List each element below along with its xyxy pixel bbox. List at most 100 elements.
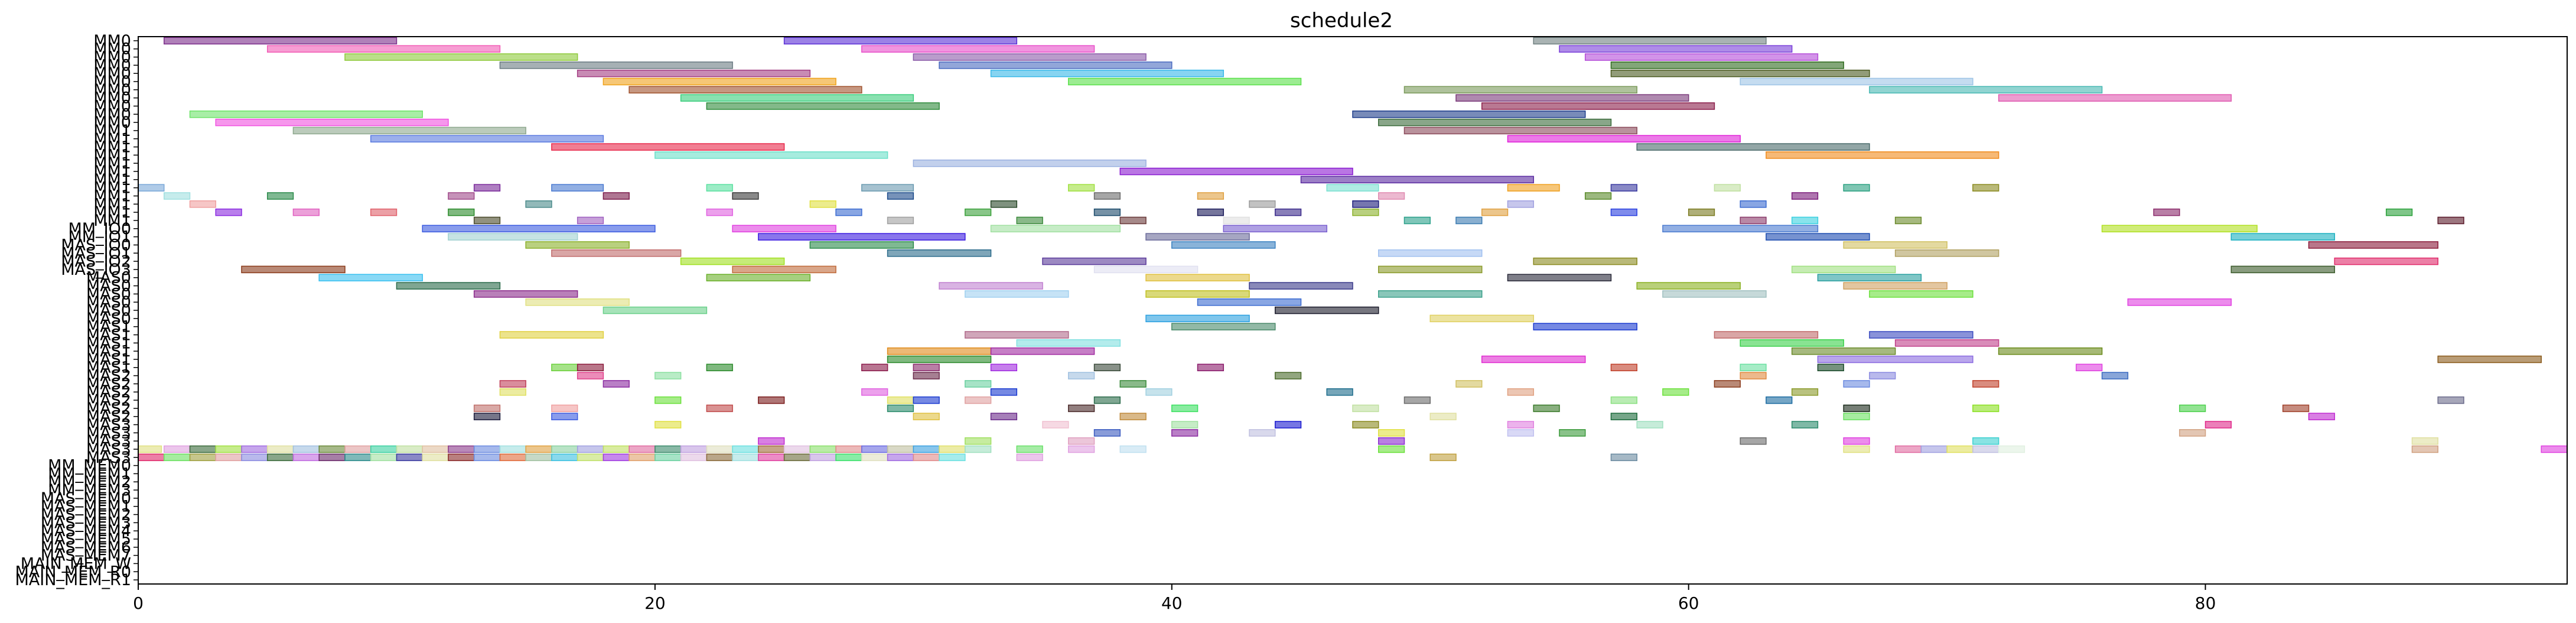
task-bar — [1249, 282, 1353, 290]
task-bar — [2230, 233, 2336, 241]
task-bar — [525, 445, 552, 453]
y-tick-label: MM1 — [93, 187, 131, 206]
task-bar — [2179, 429, 2206, 437]
task-bar — [939, 445, 966, 453]
task-bar — [525, 298, 630, 306]
y-tick-label: MAS1 — [86, 351, 131, 369]
task-bar — [1636, 143, 1870, 151]
y-tick-label: MM_IO1 — [69, 228, 131, 246]
task-bar — [1352, 404, 1379, 413]
task-bar — [861, 453, 888, 462]
task-bar — [1843, 282, 1948, 290]
task-bar — [266, 445, 294, 453]
y-tick-label: MM1 — [93, 171, 131, 189]
task-bar — [1920, 445, 1948, 453]
task-bar — [758, 445, 785, 453]
task-bar — [913, 159, 1147, 167]
task-bar — [603, 192, 630, 200]
task-bar — [1481, 355, 1586, 364]
x-tick-label: 60 — [1678, 593, 1699, 613]
task-bar — [1791, 347, 1896, 355]
y-tick-label: MM0 — [93, 97, 131, 115]
task-bar — [654, 372, 682, 379]
task-bar — [138, 184, 165, 192]
task-bar — [603, 380, 630, 388]
y-tick-label: MAS_IO1 — [61, 244, 131, 262]
task-bar — [215, 208, 242, 216]
y-tick-label: MAS_IO3 — [61, 261, 131, 279]
task-bar — [1843, 241, 1948, 249]
task-bar — [939, 61, 1173, 69]
task-bar — [1171, 404, 1199, 413]
y-tick-label: MAS0 — [86, 277, 131, 296]
task-bar — [706, 364, 733, 372]
task-bar — [1688, 208, 1715, 216]
task-bar — [1972, 445, 1999, 453]
y-tick-label: MAS1 — [86, 318, 131, 336]
task-bar — [990, 388, 1018, 396]
task-bar — [2101, 225, 2258, 233]
task-bar — [1171, 429, 1199, 437]
task-bar — [1610, 396, 1637, 404]
task-bar — [1300, 176, 1534, 184]
task-bar — [1817, 364, 1844, 372]
task-bar — [990, 364, 1018, 372]
task-bar — [1093, 192, 1121, 200]
task-bar — [1894, 216, 1922, 225]
task-bar — [1197, 298, 1302, 306]
task-bar — [913, 445, 940, 453]
task-bar — [758, 396, 785, 404]
task-bar — [1972, 184, 1999, 192]
task-bar — [163, 192, 191, 200]
task-bar — [706, 445, 733, 453]
task-bar — [2179, 404, 2206, 413]
task-bar — [603, 445, 630, 453]
task-bar — [758, 233, 966, 241]
y-tick-label: MM0 — [93, 81, 131, 99]
task-bar — [1740, 437, 1767, 445]
task-bar — [1377, 429, 1405, 437]
task-bar — [965, 380, 992, 388]
y-tick-label: MAS2 — [86, 408, 131, 426]
task-bar — [1507, 388, 1534, 396]
y-tick-label: MAS0 — [86, 285, 131, 303]
y-tick-label: MM_MEM3 — [48, 481, 131, 499]
task-bar — [189, 453, 216, 462]
task-bar — [654, 151, 888, 159]
task-bar — [2101, 372, 2129, 379]
task-bar — [525, 453, 552, 462]
task-bar — [448, 208, 475, 216]
y-tick-label: MM1 — [93, 154, 131, 173]
task-bar — [1972, 437, 1999, 445]
task-bar — [2230, 265, 2336, 274]
task-bar — [1119, 445, 1147, 453]
task-bar — [965, 331, 1069, 339]
task-bar — [1171, 421, 1199, 429]
task-bar — [1740, 339, 1844, 347]
task-bar — [732, 453, 759, 462]
x-tick-label: 40 — [1161, 593, 1183, 613]
task-bar — [913, 453, 940, 462]
y-tick-label: MM0 — [93, 40, 131, 59]
y-tick-label: MAS3 — [86, 416, 131, 434]
task-bar — [2308, 413, 2336, 420]
task-bar — [370, 135, 604, 143]
task-bar — [783, 445, 811, 453]
task-bar — [1869, 372, 1896, 379]
task-bar — [1507, 429, 1534, 437]
task-bar — [1740, 200, 1767, 208]
task-bar — [422, 225, 656, 233]
task-bar — [577, 445, 604, 453]
task-bar — [2153, 208, 2180, 216]
task-bar — [266, 453, 294, 462]
task-bar — [473, 290, 578, 298]
task-bar — [525, 241, 630, 249]
task-bar — [1352, 421, 1379, 429]
task-bar — [499, 331, 604, 339]
task-bar — [499, 61, 733, 69]
task-bar — [2541, 445, 2568, 453]
task-bar — [1869, 86, 2103, 94]
task-bar — [1145, 233, 1250, 241]
y-tick-label: MAS2 — [86, 375, 131, 393]
task-bar — [1584, 53, 1819, 61]
